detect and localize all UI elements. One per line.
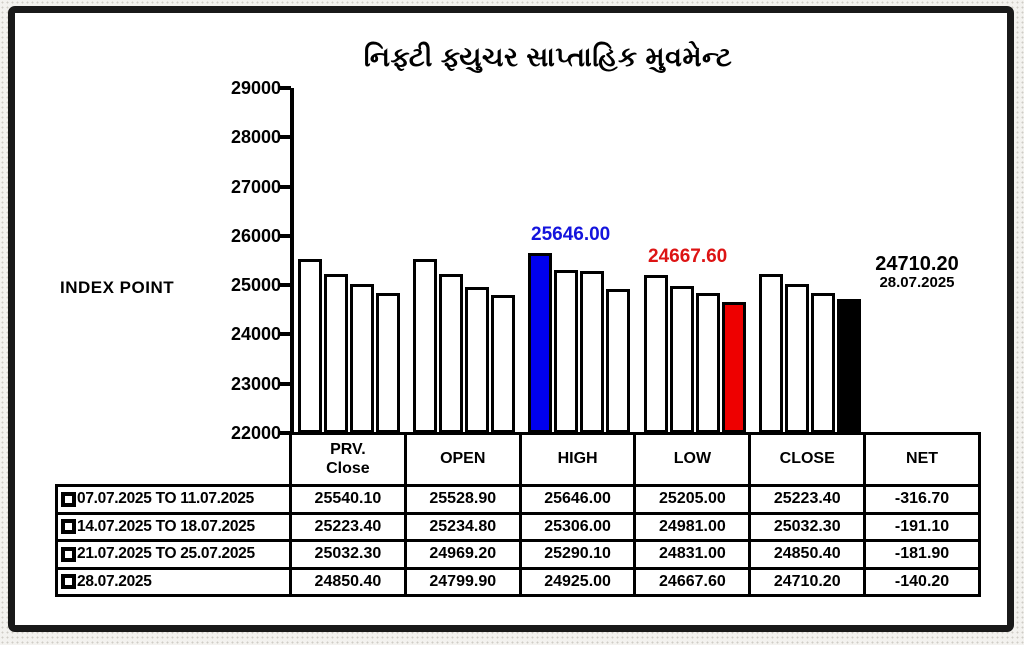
table-header-row: PRV. Close OPEN HIGH LOW CLOSE NET xyxy=(289,432,981,487)
bar-low-week2 xyxy=(670,286,694,433)
y-tick-label: 28000 xyxy=(230,127,281,148)
y-tick-mark xyxy=(280,431,291,435)
annotation-last-close-value: 24710.20 xyxy=(875,253,959,275)
annotation-last-close: 24710.20 28.07.2025 xyxy=(858,253,976,291)
y-tick-mark xyxy=(280,233,291,238)
table-cell: 25205.00 xyxy=(633,484,752,515)
week-label: 14.07.2025 TO 18.07.2025 xyxy=(77,517,255,535)
table-cell: 24799.90 xyxy=(403,566,522,597)
y-tick-mark xyxy=(280,332,291,337)
table-cell: 24831.00 xyxy=(633,539,752,570)
table-row: 25540.10 25528.90 25646.00 25205.00 25223.40… xyxy=(289,484,981,515)
y-tick-mark xyxy=(280,86,291,90)
table-cell: 25528.90 xyxy=(403,484,522,515)
table-header-cell: HIGH xyxy=(518,432,637,487)
y-tick-mark xyxy=(280,135,291,140)
y-tick-label: 27000 xyxy=(230,176,281,197)
table-cell: 25646.00 xyxy=(518,484,637,515)
bar-low-week3 xyxy=(696,293,720,433)
week-row: 21.07.2025 TO 25.07.2025 xyxy=(55,539,292,570)
bar-low-week4 xyxy=(722,301,746,433)
bar-prvclose-week4 xyxy=(376,292,400,433)
legend-square-inner xyxy=(65,578,72,586)
week-row: 14.07.2025 TO 18.07.2025 xyxy=(55,511,292,542)
table-cell: 24981.00 xyxy=(633,511,752,542)
y-tick-label: 24000 xyxy=(230,324,281,345)
table-cell: -181.90 xyxy=(863,539,981,570)
week-legend-table: 07.07.2025 TO 11.07.2025 14.07.2025 TO 18… xyxy=(55,484,292,597)
table-header-cell: NET xyxy=(863,432,981,487)
bar-open-week4 xyxy=(491,295,515,433)
table-header-cell: OPEN xyxy=(403,432,522,487)
table-row: 25223.40 25234.80 25306.00 24981.00 25032.30… xyxy=(289,511,981,542)
table-cell: 25223.40 xyxy=(289,511,407,542)
y-tick-label: 22000 xyxy=(230,423,281,443)
table-cell: -191.10 xyxy=(863,511,981,542)
legend-square-icon xyxy=(61,491,76,507)
annotation-low-value: 24667.60 xyxy=(648,246,728,267)
table-header-cell: PRV. Close xyxy=(289,432,407,487)
y-axis-line xyxy=(290,88,294,435)
bar-close-week3 xyxy=(811,292,835,433)
y-tick-label: 25000 xyxy=(230,275,281,296)
table-cell: 24925.00 xyxy=(518,566,637,597)
table-row: 25032.30 24969.20 25290.10 24831.00 24850.40… xyxy=(289,539,981,570)
bar-open-week1 xyxy=(413,259,437,433)
y-tick-mark xyxy=(280,283,291,288)
table-cell: 24850.40 xyxy=(289,566,407,597)
table-cell: 24667.60 xyxy=(633,566,752,597)
bar-high-week3 xyxy=(580,270,604,433)
table-cell: 24710.20 xyxy=(748,566,867,597)
table-row: 24850.40 24799.90 24925.00 24667.60 24710.20… xyxy=(289,566,981,597)
bar-prvclose-week1 xyxy=(298,258,322,433)
table-cell: -140.20 xyxy=(863,566,981,597)
week-row: 28.07.2025 xyxy=(55,566,292,597)
table-cell: 25032.30 xyxy=(289,539,407,570)
bar-high-week4 xyxy=(606,288,630,433)
week-label: 21.07.2025 TO 25.07.2025 xyxy=(77,545,255,563)
annotation-last-close-date: 28.07.2025 xyxy=(879,274,955,291)
y-tick-label: 26000 xyxy=(230,225,281,246)
week-row: 07.07.2025 TO 11.07.2025 xyxy=(55,484,292,515)
bar-close-week2 xyxy=(785,283,809,433)
week-label: 07.07.2025 TO 11.07.2025 xyxy=(77,490,254,508)
bar-open-week2 xyxy=(439,273,463,433)
table-header-cell: CLOSE xyxy=(748,432,867,487)
y-tick-label: 29000 xyxy=(230,78,281,98)
week-label: 28.07.2025 xyxy=(77,572,152,590)
table-cell: 25032.30 xyxy=(748,511,867,542)
bar-open-week3 xyxy=(465,286,489,433)
y-axis-title: INDEX POINT xyxy=(60,278,175,297)
bar-high-week1 xyxy=(528,253,552,433)
table-cell: 24969.20 xyxy=(403,539,522,570)
chart-title: નિફ્ટી ફ્યુચર સાપ્તાહિક મુવમેન્ટ xyxy=(363,42,733,72)
bar-close-week4 xyxy=(837,299,861,433)
bar-prvclose-week2 xyxy=(324,274,348,433)
table-cell: 25540.10 xyxy=(289,484,407,515)
legend-square-inner xyxy=(65,550,72,558)
bar-prvclose-week3 xyxy=(350,283,374,433)
legend-square-icon xyxy=(61,519,76,535)
bar-high-week2 xyxy=(554,270,578,433)
table-cell: 24850.40 xyxy=(748,539,867,570)
annotation-high-value: 25646.00 xyxy=(531,224,611,245)
table-cell: 25290.10 xyxy=(518,539,637,570)
table-cell: -316.70 xyxy=(863,484,981,515)
bar-low-week1 xyxy=(644,275,668,433)
legend-square-icon xyxy=(61,546,76,562)
y-tick-mark xyxy=(280,381,291,386)
bar-close-week1 xyxy=(759,274,783,433)
y-tick-label: 23000 xyxy=(230,373,281,394)
legend-square-inner xyxy=(65,495,72,503)
table-cell: 25234.80 xyxy=(403,511,522,542)
y-tick-mark xyxy=(280,184,291,189)
table-cell: 25306.00 xyxy=(518,511,637,542)
values-table: PRV. Close OPEN HIGH LOW CLOSE NET 25540.10 255… xyxy=(289,432,981,597)
table-cell: 25223.40 xyxy=(748,484,867,515)
legend-square-inner xyxy=(65,523,72,531)
table-header-cell: LOW xyxy=(633,432,752,487)
legend-square-icon xyxy=(61,574,76,590)
